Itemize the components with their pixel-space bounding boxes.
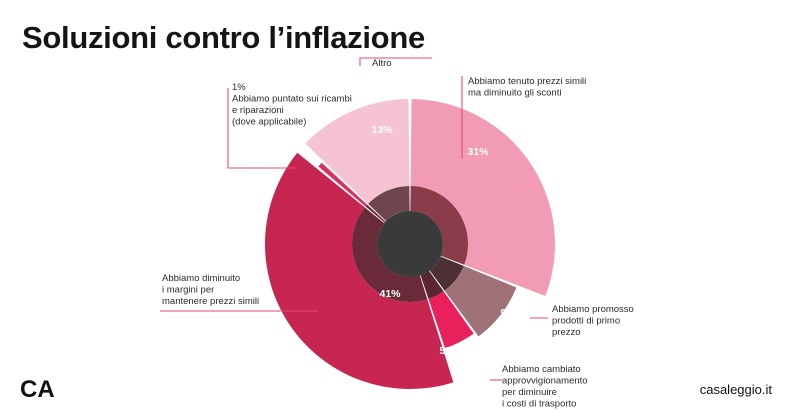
slice-label-4: Abbiamo diminuito i margini per mantenere … — [162, 273, 259, 307]
pie-slice-5 — [318, 162, 368, 207]
leader-lines — [160, 57, 548, 381]
slice-label-6: Altro — [372, 58, 392, 69]
leader-line-5 — [227, 88, 296, 169]
pie-slice-2 — [444, 265, 517, 337]
website-link[interactable]: casaleggio.it — [699, 382, 772, 397]
value-label-6: 13% — [371, 124, 393, 136]
outer-slices — [265, 99, 555, 389]
brand-logo: CA — [20, 376, 55, 403]
value-label-2: 9% — [500, 307, 516, 319]
pie-slice-6 — [305, 99, 410, 204]
inner-ring — [352, 186, 469, 302]
slice-label-3: Abbiamo cambiato approvvigionamento per di… — [502, 364, 588, 410]
inner-ring-segment-2 — [429, 256, 464, 291]
inner-ring-segment-3 — [420, 270, 444, 299]
pie-slice-4 — [265, 152, 454, 389]
value-label-1: 31% — [467, 146, 489, 158]
pie-center — [377, 211, 443, 277]
slice-label-1: Abbiamo tenuto prezzi simili ma diminuito… — [468, 76, 586, 99]
slice-label-2: Abbiamo promosso prodotti di primo prezzo — [552, 304, 634, 338]
slice-label-5: 1% Abbiamo puntato sui ricambi e riparazio… — [232, 82, 352, 128]
pie-slice-1 — [410, 99, 555, 296]
slice-labels: Abbiamo tenuto prezzi simili ma diminuito… — [162, 58, 634, 410]
inner-ring-segment-5 — [365, 204, 386, 223]
inner-ring-segment-1 — [410, 186, 469, 265]
inner-ring-segment-6 — [368, 186, 410, 222]
leader-line-6 — [359, 57, 432, 66]
page-title: Soluzioni contro l’inflazione — [22, 20, 425, 55]
value-label-3: 5% — [439, 345, 455, 357]
value-label-4: 41% — [379, 288, 401, 300]
pie-slice-3 — [428, 291, 474, 349]
value-labels: 31% 9% 5% 41% 13% — [371, 124, 516, 357]
inner-ring-segment-4 — [352, 207, 428, 302]
